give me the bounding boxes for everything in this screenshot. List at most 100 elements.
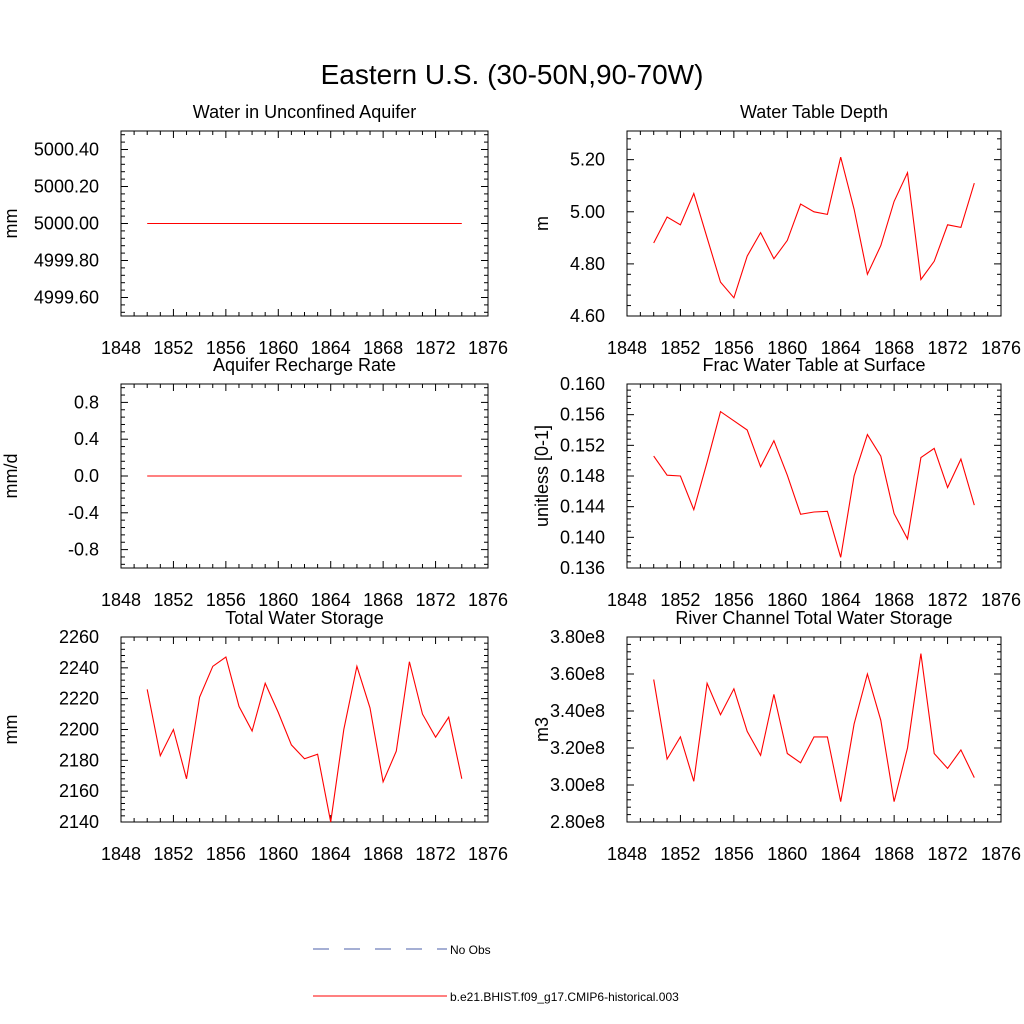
y-tick-label: 2240 — [59, 658, 99, 678]
plot-frame — [626, 636, 1002, 823]
x-tick-label: 1856 — [206, 844, 246, 864]
x-tick-label: 1848 — [101, 590, 141, 610]
y-tick-label: 4.60 — [570, 306, 605, 326]
y-tick-label: -0.8 — [68, 540, 99, 560]
y-tick-label: 0.4 — [74, 429, 99, 449]
figure-title: Eastern U.S. (30-50N,90-70W) — [321, 59, 704, 90]
y-tick-label: 4999.80 — [34, 251, 99, 271]
x-tick-label: 1864 — [821, 338, 861, 358]
y-tick-label: 3.40e8 — [550, 701, 605, 721]
x-tick-label: 1872 — [928, 338, 968, 358]
plot-frame — [120, 636, 489, 823]
x-tick-label: 1860 — [767, 590, 807, 610]
x-tick-label: 1848 — [607, 844, 647, 864]
x-tick-label: 1872 — [928, 844, 968, 864]
x-tick-label: 1864 — [311, 844, 351, 864]
y-tick-label: 3.80e8 — [550, 627, 605, 647]
y-tick-label: 2160 — [59, 781, 99, 801]
y-tick-label: 3.20e8 — [550, 738, 605, 758]
y-axis-label: unitless [0-1] — [532, 425, 552, 527]
y-tick-label: 2200 — [59, 720, 99, 740]
y-tick-label: 0.148 — [560, 466, 605, 486]
x-tick-label: 1864 — [821, 590, 861, 610]
x-tick-label: 1868 — [874, 844, 914, 864]
panel-4: Frac Water Table at Surface 1848 1852 1856 1… — [532, 355, 1021, 610]
panel-2: Water Table Depth 1848 1852 1856 1860 1864 186… — [532, 102, 1021, 358]
y-tick-label: 0.0 — [74, 466, 99, 486]
series-line — [653, 653, 975, 802]
x-tick-label: 1856 — [206, 338, 246, 358]
y-tick-label: 4999.60 — [34, 288, 99, 308]
x-tick-label: 1852 — [153, 338, 193, 358]
x-tick-label: 1876 — [468, 338, 508, 358]
x-tick-label: 1852 — [660, 590, 700, 610]
x-tick-label: 1876 — [981, 844, 1021, 864]
x-tick-label: 1864 — [311, 338, 351, 358]
legend-model-label: b.e21.BHIST.f09_g17.CMIP6-historical.003 — [450, 990, 679, 1004]
x-tick-label: 1860 — [258, 844, 298, 864]
x-tick-label: 1876 — [468, 844, 508, 864]
y-tick-label: 3.60e8 — [550, 664, 605, 684]
y-tick-label: 0.156 — [560, 405, 605, 425]
x-tick-label: 1852 — [660, 338, 700, 358]
y-tick-label: 0.136 — [560, 558, 605, 578]
panel-title: Frac Water Table at Surface — [702, 355, 925, 375]
x-tick-label: 1876 — [981, 338, 1021, 358]
y-tick-label: 0.152 — [560, 435, 605, 455]
x-tick-label: 1876 — [981, 590, 1021, 610]
y-tick-label: 2.80e8 — [550, 812, 605, 832]
y-tick-label: 2260 — [59, 627, 99, 647]
series-line — [653, 156, 975, 299]
y-tick-label: 2140 — [59, 812, 99, 832]
x-tick-label: 1852 — [660, 844, 700, 864]
y-tick-label: -0.4 — [68, 503, 99, 523]
y-tick-label: 5.00 — [570, 202, 605, 222]
series-line — [146, 656, 463, 823]
y-tick-label: 5000.20 — [34, 177, 99, 197]
y-tick-label: 5.20 — [570, 150, 605, 170]
panel-title: Water Table Depth — [740, 102, 888, 122]
x-tick-label: 1852 — [153, 590, 193, 610]
plot-frame — [626, 130, 1002, 317]
x-tick-label: 1848 — [101, 844, 141, 864]
series-line — [653, 410, 975, 558]
panel-5: Total Water Storage 1848 1852 1856 1860 1864 1… — [1, 608, 508, 864]
y-axis-label: m3 — [532, 717, 552, 742]
panel-title: Aquifer Recharge Rate — [213, 355, 396, 375]
y-tick-label: 3.00e8 — [550, 775, 605, 795]
panel-title: Water in Unconfined Aquifer — [193, 102, 416, 122]
x-tick-label: 1868 — [363, 844, 403, 864]
x-tick-label: 1872 — [416, 338, 456, 358]
panel-3: Aquifer Recharge Rate 1848 1852 1856 1860 186… — [1, 355, 508, 610]
x-tick-label: 1848 — [607, 338, 647, 358]
x-tick-label: 1860 — [258, 590, 298, 610]
y-axis-label: mm — [1, 715, 21, 745]
x-tick-label: 1856 — [714, 590, 754, 610]
panel-1: Water in Unconfined Aquifer 1848 1852 1856 1… — [1, 102, 508, 358]
x-tick-label: 1864 — [821, 844, 861, 864]
y-tick-label: 5000.00 — [34, 214, 99, 234]
x-tick-label: 1860 — [767, 844, 807, 864]
x-tick-label: 1848 — [607, 590, 647, 610]
x-tick-label: 1868 — [874, 338, 914, 358]
y-tick-label: 2220 — [59, 689, 99, 709]
y-axis-label: m — [532, 216, 552, 231]
legend: No Obs b.e21.BHIST.f09_g17.CMIP6-histori… — [313, 943, 679, 1004]
y-axis-label: mm — [1, 209, 21, 239]
y-tick-label: 5000.40 — [34, 140, 99, 160]
x-tick-label: 1872 — [416, 844, 456, 864]
x-tick-label: 1856 — [714, 844, 754, 864]
y-tick-label: 4.80 — [570, 254, 605, 274]
x-tick-label: 1856 — [206, 590, 246, 610]
panel-title: River Channel Total Water Storage — [675, 608, 952, 628]
x-tick-label: 1860 — [258, 338, 298, 358]
y-tick-label: 0.140 — [560, 527, 605, 547]
x-tick-label: 1876 — [468, 590, 508, 610]
y-tick-label: 2180 — [59, 750, 99, 770]
x-tick-label: 1868 — [363, 590, 403, 610]
panel-6: River Channel Total Water Storage 1848 185… — [532, 608, 1021, 864]
x-tick-label: 1860 — [767, 338, 807, 358]
panel-title: Total Water Storage — [225, 608, 383, 628]
panels: Water in Unconfined Aquifer 1848 1852 1856 1… — [1, 102, 1021, 864]
